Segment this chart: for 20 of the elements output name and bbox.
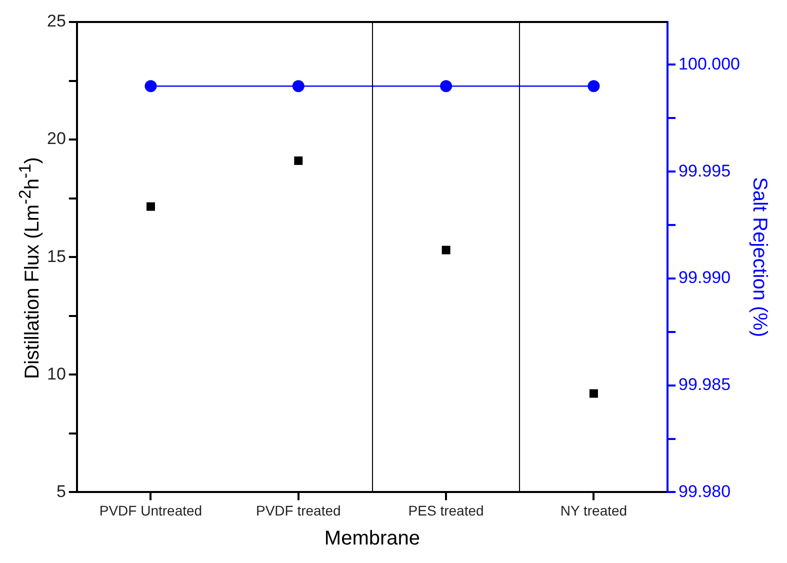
y-tick-label: 25 — [46, 12, 66, 31]
x-tick-label: PES treated — [408, 502, 484, 518]
point — [442, 246, 450, 254]
text: 99.980 — [678, 482, 731, 501]
y2-tick-label: 99.985 — [678, 375, 731, 394]
point — [146, 202, 155, 211]
y-tick-label: 10 — [46, 364, 66, 384]
y2-tick-label: 100.000 — [678, 54, 740, 74]
x-tick-label: PVDF Untreated — [99, 502, 202, 518]
y-tick-label: 15 — [46, 246, 66, 266]
x-tick-label: PVDF treated — [256, 502, 341, 518]
y2-tick-label: 99.995 — [678, 161, 731, 180]
y-tick-label: 20 — [46, 129, 66, 148]
x-tick-label: NY treated — [560, 502, 628, 518]
point — [294, 156, 303, 165]
y2-axis-title: Salt Rejection (%) — [748, 177, 770, 338]
y2-tick-label: 99.990 — [678, 268, 731, 288]
point — [589, 389, 598, 398]
y-tick-label: 5 — [56, 482, 66, 501]
x-axis-title: Membrane — [324, 528, 420, 550]
